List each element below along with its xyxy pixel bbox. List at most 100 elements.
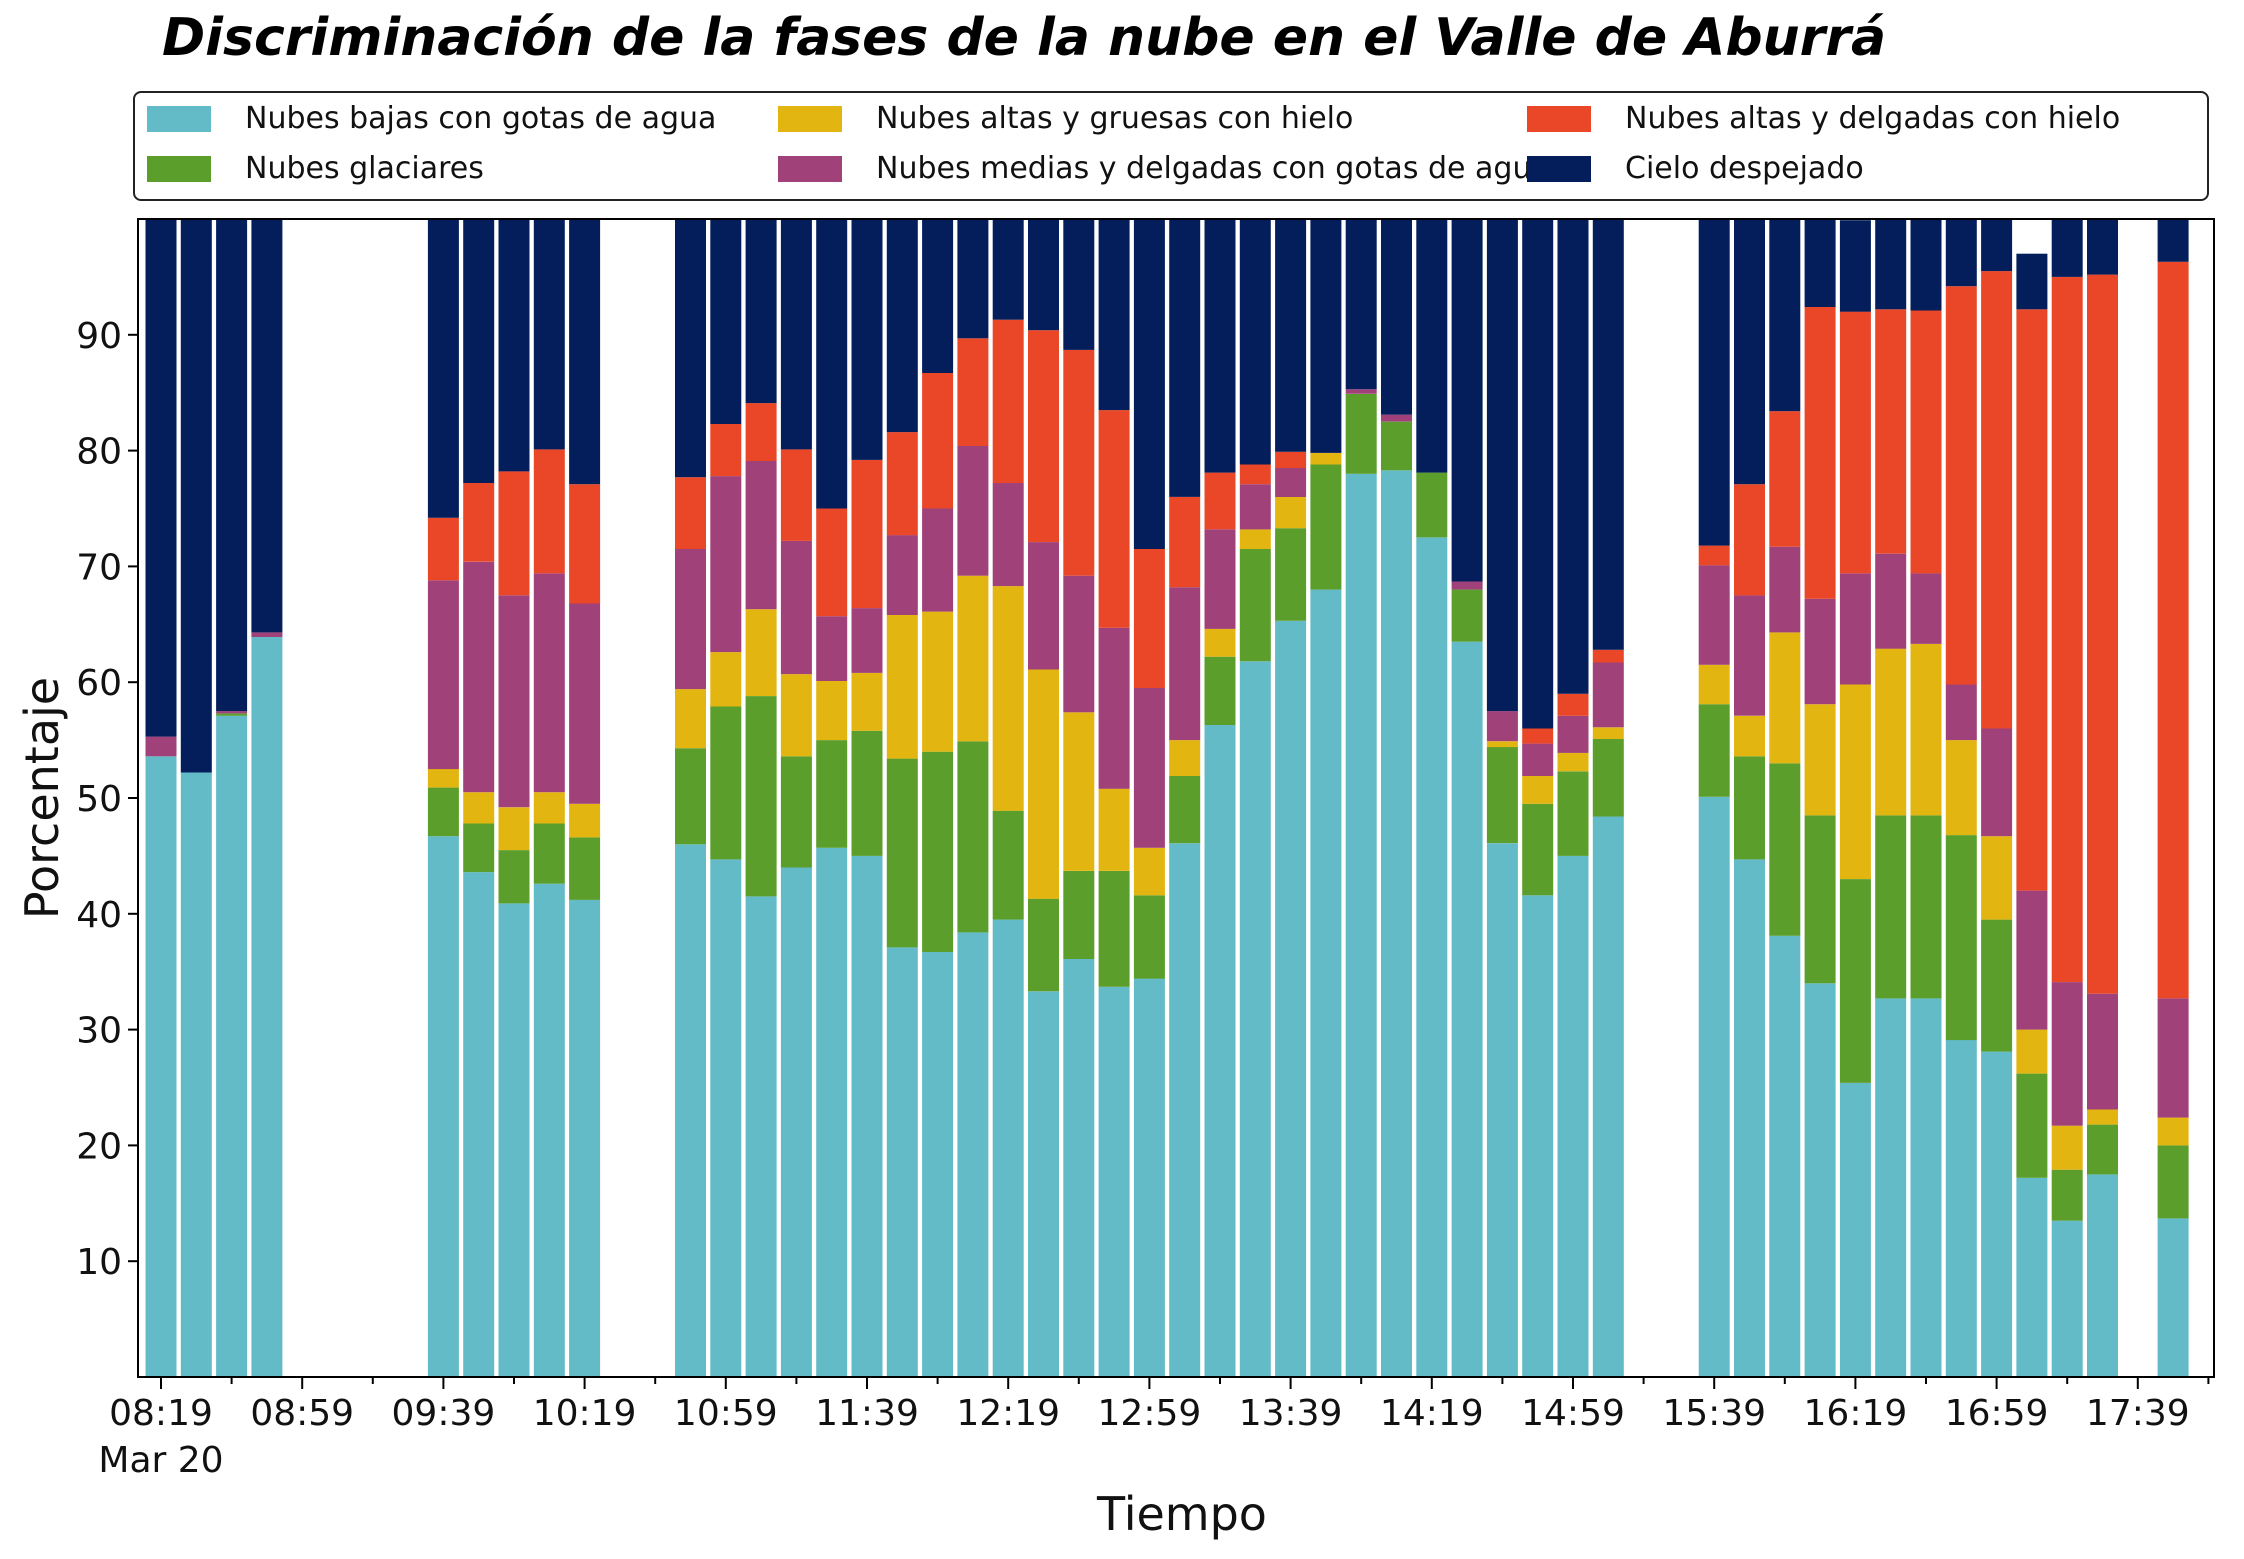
bar-segment	[1945, 1040, 1977, 1377]
x-tick-label: 11:39	[815, 1393, 919, 1434]
bar-segment	[1063, 871, 1095, 959]
bar-segment	[1169, 843, 1201, 1377]
legend-item: Cielo despejado	[1527, 151, 1864, 186]
bar-segment	[1416, 537, 1448, 1377]
bar-segment	[1698, 219, 1730, 546]
bar-segment	[427, 219, 459, 518]
bar-segment	[675, 219, 706, 478]
x-tick-label: 10:59	[674, 1393, 778, 1434]
bar-segment	[1592, 727, 1624, 739]
bar-segment	[498, 471, 530, 596]
bar-segment	[145, 219, 177, 737]
legend-swatch	[778, 155, 842, 182]
bar-segment	[2157, 998, 2189, 1118]
bar-segment	[1734, 715, 1765, 757]
bar-segment	[1557, 855, 1589, 1377]
bar-segment	[1239, 529, 1271, 549]
bar-segment	[1345, 393, 1377, 474]
bar-segment	[1169, 219, 1201, 497]
bar-segment	[1063, 712, 1095, 871]
y-tick-label: 80	[76, 432, 122, 473]
bar-segment	[1769, 632, 1801, 764]
bar-segment	[1522, 728, 1554, 744]
bars-group	[145, 219, 2189, 1377]
x-axis: 08:19 08:59 09:39 10:19 10:59 11:39 12:19 12:59…	[98, 1377, 2210, 1481]
bar-segment	[427, 769, 459, 788]
bar-segment	[1592, 649, 1624, 663]
legend-swatch	[147, 105, 211, 132]
bar-segment	[1345, 389, 1377, 394]
bar-segment	[1381, 414, 1412, 422]
y-tick-label: 90	[76, 316, 122, 357]
bar-segment	[851, 219, 883, 460]
bar-segment	[922, 219, 954, 373]
bar-segment	[1239, 661, 1271, 1377]
bar-segment	[1133, 549, 1165, 688]
bar-segment	[1839, 684, 1871, 879]
bar-segment	[992, 919, 1024, 1377]
bar-segment	[1204, 529, 1236, 629]
bar-segment	[780, 219, 812, 450]
x-tick-label: 16:59	[1945, 1393, 2049, 1434]
bar-segment	[886, 947, 918, 1377]
bar-segment	[675, 748, 706, 845]
bar-segment	[1981, 219, 2013, 272]
bar-segment	[1275, 219, 1307, 452]
bar-segment	[1416, 219, 1448, 473]
legend-label: Nubes medias y delgadas con gotas de agu…	[876, 151, 1550, 186]
bar-segment	[180, 772, 212, 1377]
bar-segment	[2087, 274, 2118, 994]
bar-segment	[427, 836, 459, 1377]
bar-segment	[1486, 747, 1518, 844]
bar-segment	[1133, 978, 1165, 1377]
bar-segment	[816, 681, 848, 741]
bar-segment	[463, 792, 495, 824]
bar-segment	[2016, 1029, 2048, 1074]
bar-segment	[463, 823, 495, 873]
bar-segment	[1875, 648, 1907, 816]
bar-segment	[2087, 1124, 2118, 1175]
bar-segment	[922, 751, 954, 952]
bar-segment	[1098, 627, 1130, 789]
bar-segment	[1451, 589, 1483, 642]
bar-segment	[2157, 1218, 2189, 1377]
bar-segment	[922, 508, 954, 612]
bar-segment	[1875, 553, 1907, 649]
bar-segment	[710, 706, 742, 860]
legend-item: Nubes altas y delgadas con hielo	[1527, 101, 2120, 136]
bar-segment	[427, 787, 459, 837]
bar-segment	[745, 219, 777, 404]
bar-segment	[1345, 219, 1377, 390]
legend-item: Nubes altas y gruesas con hielo	[778, 101, 1353, 136]
bar-segment	[1239, 464, 1271, 485]
bar-segment	[1063, 219, 1095, 350]
bar-segment	[1204, 628, 1236, 657]
bar-segment	[533, 792, 565, 824]
bar-segment	[1169, 776, 1201, 844]
bar-segment	[1734, 484, 1765, 596]
bar-segment	[1098, 986, 1130, 1377]
bar-segment	[2087, 993, 2118, 1110]
y-tick-label: 30	[76, 1011, 122, 1052]
legend-label: Nubes bajas con gotas de agua	[245, 101, 717, 136]
bar-segment	[1028, 330, 1059, 543]
bar-segment	[1239, 549, 1271, 662]
bar-segment	[1557, 752, 1589, 772]
bar-segment	[1133, 895, 1165, 979]
bar-segment	[675, 477, 706, 549]
legend-label: Nubes altas y gruesas con hielo	[876, 101, 1354, 136]
bar-segment	[1486, 711, 1518, 742]
bar-segment	[2016, 253, 2048, 310]
x-tick-label: 14:19	[1380, 1393, 1484, 1434]
bar-segment	[745, 461, 777, 610]
bar-segment	[1098, 410, 1130, 628]
bar-segment	[1910, 815, 1942, 999]
bar-segment	[2016, 309, 2048, 891]
bar-segment	[1592, 816, 1624, 1377]
bar-segment	[675, 689, 706, 749]
bar-segment	[1239, 219, 1271, 465]
bar-segment	[851, 672, 883, 731]
bar-segment	[569, 837, 601, 900]
bar-segment	[145, 736, 177, 757]
y-axis-label: Porcentaje	[15, 677, 69, 919]
